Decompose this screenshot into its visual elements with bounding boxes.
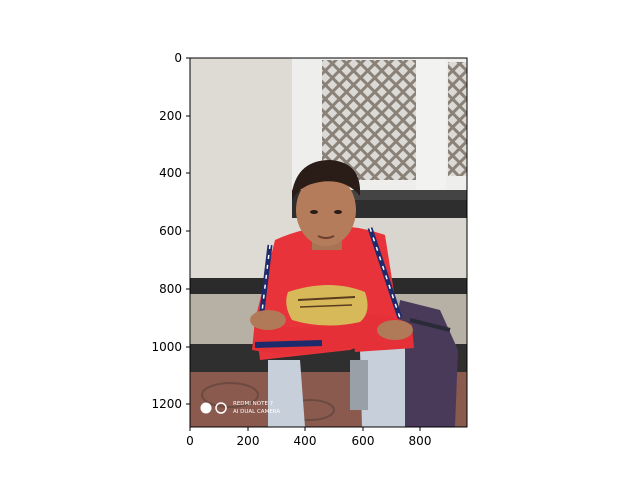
jeans-right bbox=[360, 348, 405, 427]
y-tick-label: 1200 bbox=[151, 397, 182, 411]
x-tick-label: 600 bbox=[352, 434, 375, 448]
hand-left bbox=[250, 310, 286, 330]
y-tick-label: 0 bbox=[174, 51, 182, 65]
y-tick-label: 400 bbox=[159, 166, 182, 180]
hand-right bbox=[377, 320, 413, 340]
y-tick-label: 600 bbox=[159, 224, 182, 238]
x-tick-label: 200 bbox=[237, 434, 260, 448]
x-tick-label: 0 bbox=[186, 434, 194, 448]
watermark-line2: AI DUAL CAMERA bbox=[233, 409, 280, 415]
y-axis: 0 200 400 600 800 1000 1200 bbox=[151, 51, 190, 411]
hair bbox=[292, 160, 361, 200]
jeans-left bbox=[268, 360, 305, 427]
y-tick-label: 1000 bbox=[151, 340, 182, 354]
x-tick-label: 800 bbox=[409, 434, 432, 448]
face bbox=[296, 174, 356, 246]
x-tick-label: 400 bbox=[294, 434, 317, 448]
window-mesh bbox=[322, 60, 420, 180]
watermark-dot-filled bbox=[200, 402, 212, 414]
watermark-line1: REDMI NOTE 7 bbox=[233, 401, 274, 407]
y-tick-label: 800 bbox=[159, 282, 182, 296]
y-tick-label: 200 bbox=[159, 109, 182, 123]
x-axis: 0 200 400 600 800 bbox=[186, 427, 431, 448]
watermark-dot-ring bbox=[215, 402, 227, 414]
axes-frame bbox=[189, 57, 468, 428]
photo: REDMI NOTE 7 AI DUAL CAMERA bbox=[190, 58, 467, 427]
